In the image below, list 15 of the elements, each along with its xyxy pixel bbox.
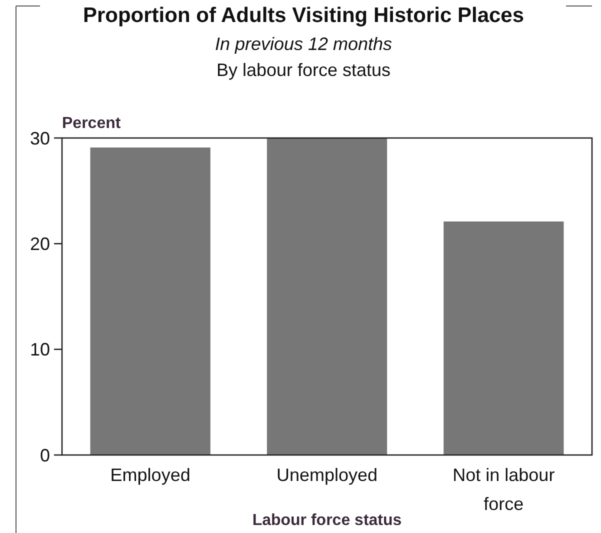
x-tick-label: Not in labour force [452,465,555,514]
y-tick-label: 30 [30,128,50,148]
text: By labour force status [216,60,391,80]
x-axis-title: Labour force status [252,512,402,529]
bar [90,148,210,455]
bar [444,221,564,455]
y-tick-label: 10 [30,340,50,360]
x-tick-label: Unemployed [276,465,378,485]
chart-subtitle: In previous 12 months [214,34,392,54]
bar [266,138,388,455]
x-tick-label: Employed [110,465,190,485]
chart-title: Proportion of Adults Visiting Historic Places [82,4,524,27]
y-axis-title: Percent [62,115,122,132]
y-tick-label: 20 [30,234,50,254]
y-tick-label: 0 [40,445,50,466]
